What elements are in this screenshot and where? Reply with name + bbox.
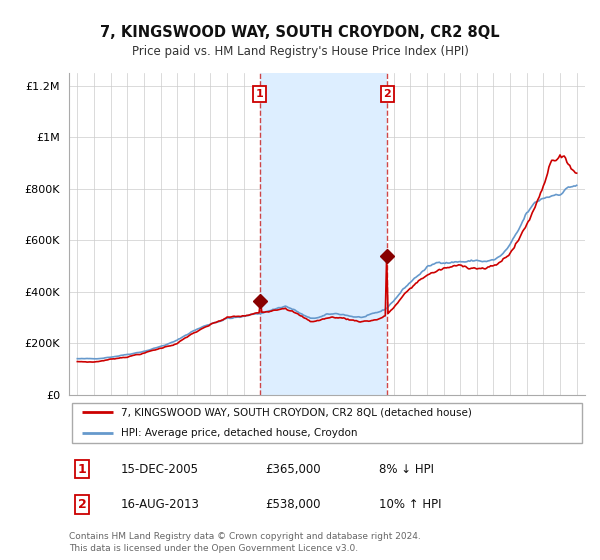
Text: 7, KINGSWOOD WAY, SOUTH CROYDON, CR2 8QL: 7, KINGSWOOD WAY, SOUTH CROYDON, CR2 8QL [100,25,500,40]
Text: 2: 2 [383,88,391,99]
FancyBboxPatch shape [71,403,583,443]
Text: 7, KINGSWOOD WAY, SOUTH CROYDON, CR2 8QL (detached house): 7, KINGSWOOD WAY, SOUTH CROYDON, CR2 8QL… [121,408,472,418]
Text: 10% ↑ HPI: 10% ↑ HPI [379,498,441,511]
Bar [260,73,387,395]
Text: 1: 1 [256,88,263,99]
Text: £538,000: £538,000 [265,498,320,511]
Text: 2: 2 [77,498,86,511]
Text: Price paid vs. HM Land Registry's House Price Index (HPI): Price paid vs. HM Land Registry's House … [131,45,469,58]
Text: 16-AUG-2013: 16-AUG-2013 [121,498,199,511]
Text: 1: 1 [77,463,86,475]
Text: 8% ↓ HPI: 8% ↓ HPI [379,463,434,475]
Text: Contains HM Land Registry data © Crown copyright and database right 2024.
This d: Contains HM Land Registry data © Crown c… [69,533,421,553]
Text: HPI: Average price, detached house, Croydon: HPI: Average price, detached house, Croy… [121,428,357,438]
Text: £365,000: £365,000 [265,463,321,475]
Text: 15-DEC-2005: 15-DEC-2005 [121,463,199,475]
